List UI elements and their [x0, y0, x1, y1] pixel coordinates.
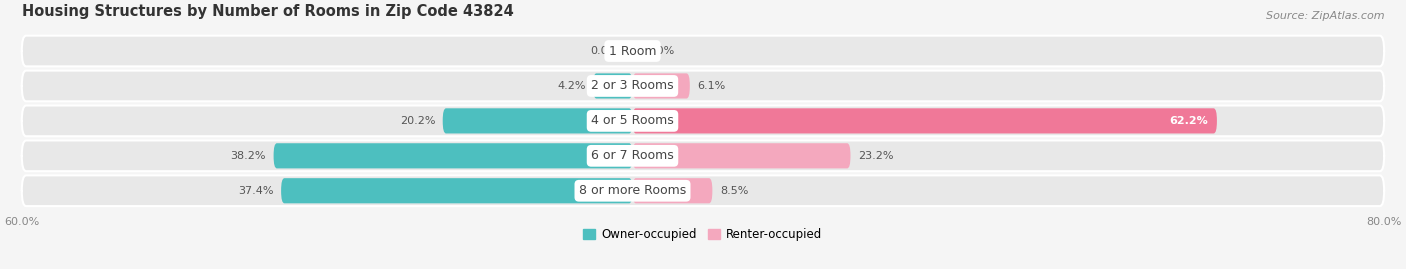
- FancyBboxPatch shape: [21, 175, 1384, 206]
- FancyBboxPatch shape: [633, 178, 713, 203]
- Text: 0.0%: 0.0%: [647, 46, 675, 56]
- Legend: Owner-occupied, Renter-occupied: Owner-occupied, Renter-occupied: [579, 223, 827, 246]
- Text: 20.2%: 20.2%: [399, 116, 436, 126]
- Text: 0.0%: 0.0%: [591, 46, 619, 56]
- Text: 37.4%: 37.4%: [238, 186, 274, 196]
- FancyBboxPatch shape: [21, 105, 1384, 136]
- Text: Housing Structures by Number of Rooms in Zip Code 43824: Housing Structures by Number of Rooms in…: [21, 4, 513, 19]
- FancyBboxPatch shape: [274, 143, 633, 168]
- Text: 1 Room: 1 Room: [609, 44, 657, 58]
- FancyBboxPatch shape: [21, 70, 1384, 101]
- Text: 8.5%: 8.5%: [720, 186, 748, 196]
- Text: 4 or 5 Rooms: 4 or 5 Rooms: [591, 114, 673, 128]
- Text: Source: ZipAtlas.com: Source: ZipAtlas.com: [1267, 11, 1385, 21]
- FancyBboxPatch shape: [443, 108, 633, 133]
- Text: 6.1%: 6.1%: [697, 81, 725, 91]
- Text: 6 or 7 Rooms: 6 or 7 Rooms: [591, 149, 673, 162]
- Text: 2 or 3 Rooms: 2 or 3 Rooms: [591, 79, 673, 93]
- Text: 62.2%: 62.2%: [1168, 116, 1208, 126]
- Text: 8 or more Rooms: 8 or more Rooms: [579, 184, 686, 197]
- Text: 4.2%: 4.2%: [557, 81, 585, 91]
- FancyBboxPatch shape: [21, 140, 1384, 171]
- FancyBboxPatch shape: [633, 73, 690, 98]
- Text: 23.2%: 23.2%: [858, 151, 893, 161]
- FancyBboxPatch shape: [21, 36, 1384, 66]
- Text: 38.2%: 38.2%: [231, 151, 266, 161]
- FancyBboxPatch shape: [633, 143, 851, 168]
- FancyBboxPatch shape: [633, 108, 1218, 133]
- FancyBboxPatch shape: [281, 178, 633, 203]
- FancyBboxPatch shape: [593, 73, 633, 98]
